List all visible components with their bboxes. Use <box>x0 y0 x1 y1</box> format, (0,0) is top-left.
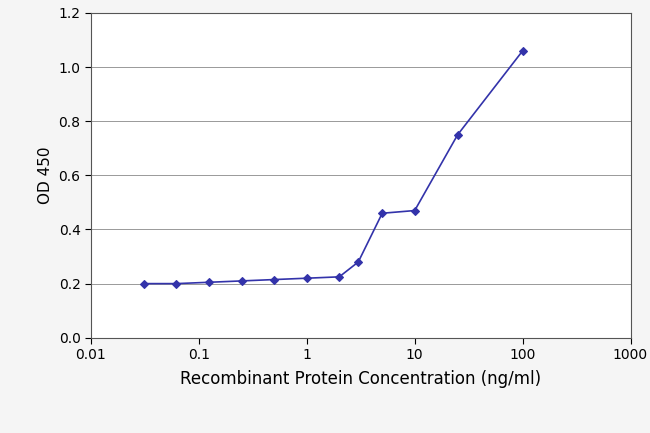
Y-axis label: OD 450: OD 450 <box>38 147 53 204</box>
X-axis label: Recombinant Protein Concentration (ng/ml): Recombinant Protein Concentration (ng/ml… <box>180 371 541 388</box>
